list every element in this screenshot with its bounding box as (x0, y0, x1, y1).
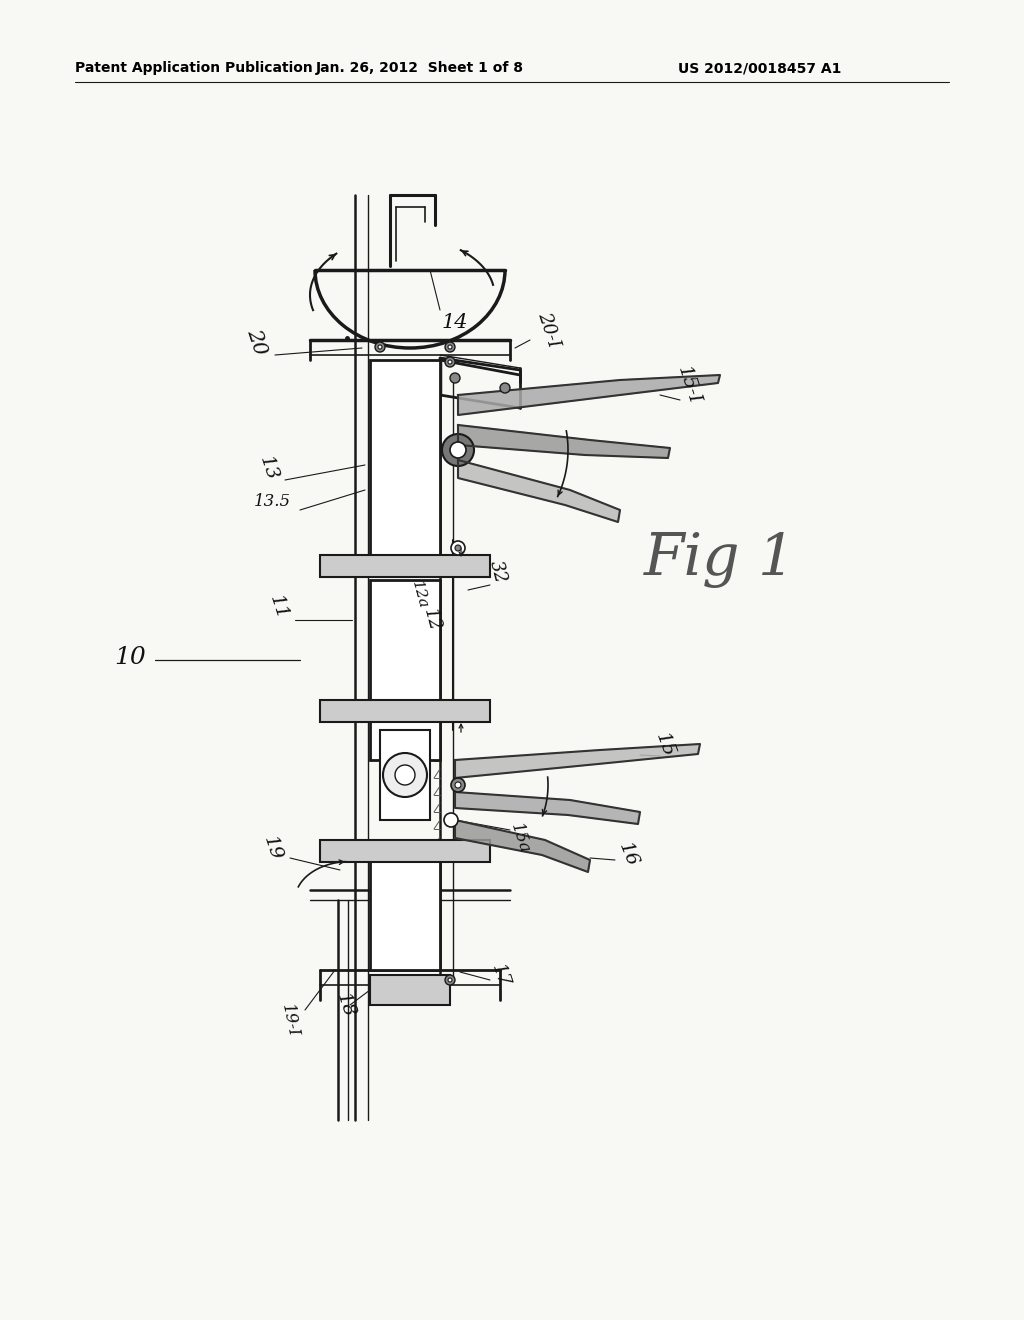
Text: 10: 10 (114, 647, 145, 669)
Text: 13.5: 13.5 (253, 494, 291, 511)
Text: 13: 13 (256, 454, 281, 483)
Circle shape (500, 383, 510, 393)
Bar (319, 840, 490, 862)
Circle shape (451, 541, 465, 554)
Bar (319, 554, 490, 577)
Circle shape (455, 781, 461, 788)
Circle shape (445, 342, 455, 352)
Circle shape (444, 813, 458, 828)
Circle shape (445, 975, 455, 985)
Circle shape (449, 360, 452, 364)
Text: 14: 14 (441, 314, 468, 333)
Bar (370, 975, 450, 1005)
Circle shape (449, 345, 452, 348)
Circle shape (450, 374, 460, 383)
Text: 16: 16 (615, 840, 641, 870)
Bar (380, 730, 430, 820)
Circle shape (449, 978, 452, 982)
Polygon shape (455, 792, 640, 824)
Text: 18: 18 (333, 990, 357, 1019)
Polygon shape (455, 820, 590, 873)
Text: Fig 1: Fig 1 (644, 532, 796, 589)
Circle shape (451, 777, 465, 792)
Text: Jan. 26, 2012  Sheet 1 of 8: Jan. 26, 2012 Sheet 1 of 8 (316, 61, 524, 75)
Polygon shape (458, 375, 720, 414)
Circle shape (442, 434, 474, 466)
Text: 11: 11 (265, 593, 291, 622)
Circle shape (450, 442, 466, 458)
Text: 20: 20 (243, 326, 269, 358)
Text: 12: 12 (420, 607, 443, 634)
Circle shape (395, 766, 415, 785)
Text: 19-I: 19-I (279, 1002, 302, 1038)
Polygon shape (458, 459, 620, 521)
Text: Patent Application Publication: Patent Application Publication (75, 61, 312, 75)
Text: 15a: 15a (507, 821, 532, 855)
Circle shape (378, 345, 382, 348)
Text: 20-I: 20-I (534, 310, 562, 350)
Text: 12a: 12a (410, 579, 430, 611)
Text: 15: 15 (652, 730, 678, 760)
Text: 32: 32 (486, 558, 510, 586)
Circle shape (445, 356, 455, 367)
Bar (370, 579, 440, 760)
Polygon shape (458, 425, 670, 458)
Text: 19: 19 (260, 833, 285, 862)
Text: 15-I: 15-I (674, 363, 702, 407)
Bar (370, 850, 440, 970)
Circle shape (455, 545, 461, 550)
Circle shape (383, 752, 427, 797)
Text: US 2012/0018457 A1: US 2012/0018457 A1 (678, 61, 842, 75)
Polygon shape (455, 744, 700, 777)
Text: 17: 17 (487, 961, 512, 989)
Circle shape (375, 342, 385, 352)
Bar (370, 360, 440, 560)
Bar (319, 700, 490, 722)
